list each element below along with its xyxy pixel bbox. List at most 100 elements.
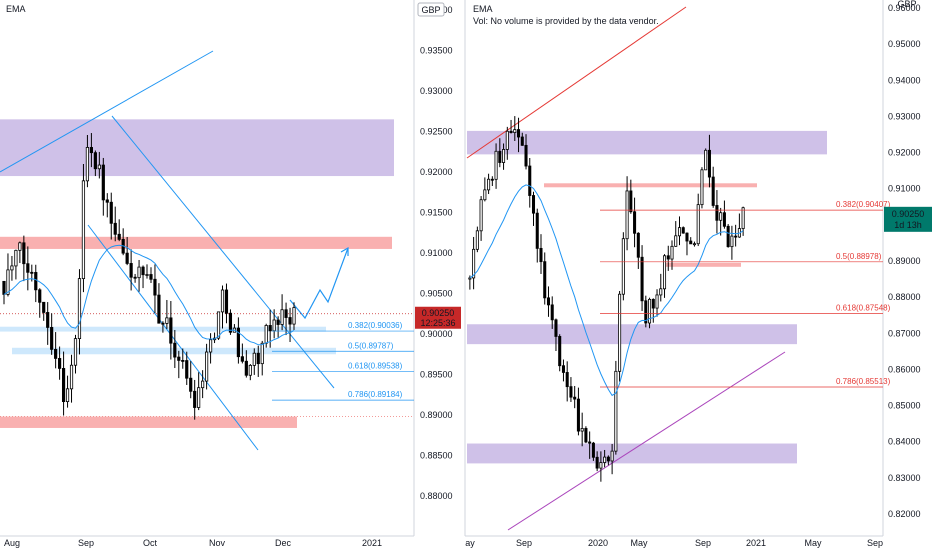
right-candle-19 bbox=[539, 234, 543, 274]
left-y-tick-0.89500[interactable]: 0.89500 bbox=[420, 370, 453, 380]
right-candle-body-12 bbox=[513, 129, 517, 133]
left-channel-upper[interactable] bbox=[111, 115, 335, 389]
left-x-tick-Sep[interactable]: Sep bbox=[78, 538, 94, 548]
left-candle-2 bbox=[10, 255, 14, 281]
right-candle-69 bbox=[726, 224, 730, 248]
left-candle-34 bbox=[137, 259, 141, 292]
left-candle-59 bbox=[236, 317, 240, 364]
left-y-tick-0.88500[interactable]: 0.88500 bbox=[420, 451, 453, 461]
right-candle-52 bbox=[662, 254, 667, 298]
left-price-axis[interactable]: 0.88000 0.88500 0.89000 0.89500 0.90000 0.905… bbox=[415, 5, 461, 501]
left-time-axis[interactable]: Aug Sep Oct Nov Dec 2021 bbox=[4, 538, 382, 548]
right-candle-35 bbox=[599, 451, 603, 482]
right-candle-body-7 bbox=[494, 150, 498, 180]
right-y-tick-0.84000[interactable]: 0.84000 bbox=[888, 437, 921, 447]
right-y-tick-0.94000[interactable]: 0.94000 bbox=[888, 75, 921, 85]
right-x-tick-May[interactable]: May bbox=[630, 538, 648, 548]
right-candle-47 bbox=[644, 295, 648, 328]
right-y-tick-0.89000[interactable]: 0.89000 bbox=[888, 256, 921, 266]
left-indicator-label[interactable]: EMA bbox=[6, 4, 26, 14]
left-projection-arrowhead[interactable] bbox=[340, 246, 349, 256]
left-x-tick-Aug[interactable]: Aug bbox=[4, 538, 20, 548]
left-candle-body-8 bbox=[34, 272, 38, 291]
right-candle-25 bbox=[561, 359, 565, 382]
right-x-tick-2020[interactable]: 2020 bbox=[588, 538, 608, 548]
right-y-tick-0.95000[interactable]: 0.95000 bbox=[888, 39, 921, 49]
right-y-tick-0.83000[interactable]: 0.83000 bbox=[888, 473, 921, 483]
right-y-tick-0.91000[interactable]: 0.91000 bbox=[888, 184, 921, 194]
right-x-tick-May[interactable]: May bbox=[804, 538, 822, 548]
left-y-tick-0.93500[interactable]: 0.93500 bbox=[420, 46, 453, 56]
left-drawings[interactable] bbox=[0, 50, 414, 451]
right-ema bbox=[469, 184, 744, 397]
left-candle-14 bbox=[58, 346, 62, 380]
left-y-tick-0.91500[interactable]: 0.91500 bbox=[420, 208, 453, 218]
right-candle-6 bbox=[490, 176, 494, 187]
left-zone-purple-0 bbox=[0, 119, 394, 177]
left-uptrend-line[interactable] bbox=[0, 50, 214, 173]
left-y-tick-0.92000[interactable]: 0.92000 bbox=[420, 167, 453, 177]
left-candle-body-22 bbox=[89, 147, 93, 154]
right-candle-67 bbox=[719, 207, 723, 236]
left-y-tick-0.91000[interactable]: 0.91000 bbox=[420, 248, 453, 258]
right-candle-29 bbox=[576, 387, 580, 436]
right-y-tick-0.85000[interactable]: 0.85000 bbox=[888, 401, 921, 411]
right-candle-body-71 bbox=[734, 235, 738, 238]
right-fib-levels[interactable]: 0.382(0.90407) 0.5(0.88978) 0.618(0.87548)… bbox=[600, 200, 891, 388]
right-y-tick-0.88000[interactable]: 0.88000 bbox=[888, 292, 921, 302]
right-price-axis[interactable]: 0.82000 0.83000 0.84000 0.85000 0.86000 0.870… bbox=[884, 3, 932, 519]
right-indicator-label[interactable]: EMA bbox=[473, 4, 493, 14]
left-candle-12 bbox=[50, 313, 54, 355]
left-y-tick-0.88000[interactable]: 0.88000 bbox=[420, 491, 453, 501]
right-x-tick-ay[interactable]: ay bbox=[465, 538, 475, 548]
left-x-tick-Nov[interactable]: Nov bbox=[209, 538, 226, 548]
right-y-tick-0.87000[interactable]: 0.87000 bbox=[888, 328, 921, 338]
right-red-trendline[interactable] bbox=[466, 6, 687, 159]
right-candle-body-13 bbox=[517, 129, 521, 138]
left-y-tick-0.92500[interactable]: 0.92500 bbox=[420, 127, 453, 137]
right-y-tick-0.82000[interactable]: 0.82000 bbox=[888, 509, 921, 519]
right-x-tick-Sep[interactable]: Sep bbox=[695, 538, 711, 548]
svg-text:GBP: GBP bbox=[421, 5, 440, 15]
right-x-tick-Sep[interactable]: Sep bbox=[867, 538, 883, 548]
left-candle-29 bbox=[117, 219, 121, 242]
right-candle-72 bbox=[737, 213, 741, 238]
left-zone-red-4 bbox=[0, 416, 297, 428]
right-y-tick-0.96000[interactable]: 0.96000 bbox=[888, 3, 921, 13]
left-fib-levels[interactable]: 0.382(0.90036) 0.5(0.89787) 0.618(0.89538)… bbox=[272, 321, 414, 401]
left-candle-48 bbox=[193, 379, 197, 420]
left-candle-body-46 bbox=[185, 360, 189, 379]
left-y-tick-0.89000[interactable]: 0.89000 bbox=[420, 410, 453, 420]
left-candle-body-5 bbox=[22, 242, 26, 265]
left-x-tick-2021[interactable]: 2021 bbox=[362, 538, 382, 548]
left-candle-69 bbox=[276, 316, 280, 338]
right-price-tag-bg bbox=[884, 206, 932, 232]
right-candle-63 bbox=[704, 148, 708, 171]
left-y-tick-0.90000[interactable]: 0.90000 bbox=[420, 329, 453, 339]
right-y-tick-0.92000[interactable]: 0.92000 bbox=[888, 148, 921, 158]
right-candle-body-55 bbox=[674, 235, 678, 247]
right-y-tick-0.93000[interactable]: 0.93000 bbox=[888, 111, 921, 121]
right-candle-body-1 bbox=[472, 248, 476, 279]
right-y-tick-0.86000[interactable]: 0.86000 bbox=[888, 364, 921, 374]
right-x-tick-Sep[interactable]: Sep bbox=[516, 538, 532, 548]
right-drawings[interactable] bbox=[466, 6, 786, 531]
right-candle-body-56 bbox=[677, 227, 682, 237]
left-x-tick-Dec[interactable]: Dec bbox=[275, 538, 292, 548]
left-x-tick-Oct[interactable]: Oct bbox=[143, 538, 158, 548]
left-y-tick-0.93000[interactable]: 0.93000 bbox=[420, 86, 453, 96]
right-candle-body-37 bbox=[606, 456, 610, 462]
left-y-tick-0.90500[interactable]: 0.90500 bbox=[420, 289, 453, 299]
right-candle-body-47 bbox=[644, 300, 648, 324]
left-candle-body-2 bbox=[10, 265, 14, 271]
left-channel-lower[interactable] bbox=[87, 224, 259, 451]
left-projection-path[interactable] bbox=[289, 247, 349, 320]
right-candle-body-23 bbox=[554, 319, 558, 337]
right-time-axis[interactable]: ay Sep 2020 May Sep 2021 May Sep bbox=[465, 538, 883, 548]
right-x-tick-2021[interactable]: 2021 bbox=[746, 538, 766, 548]
left-candle-body-50 bbox=[201, 380, 205, 389]
right-candle-body-11 bbox=[509, 130, 513, 133]
right-purple-trendline[interactable] bbox=[507, 351, 786, 531]
left-candle-21 bbox=[85, 135, 90, 188]
